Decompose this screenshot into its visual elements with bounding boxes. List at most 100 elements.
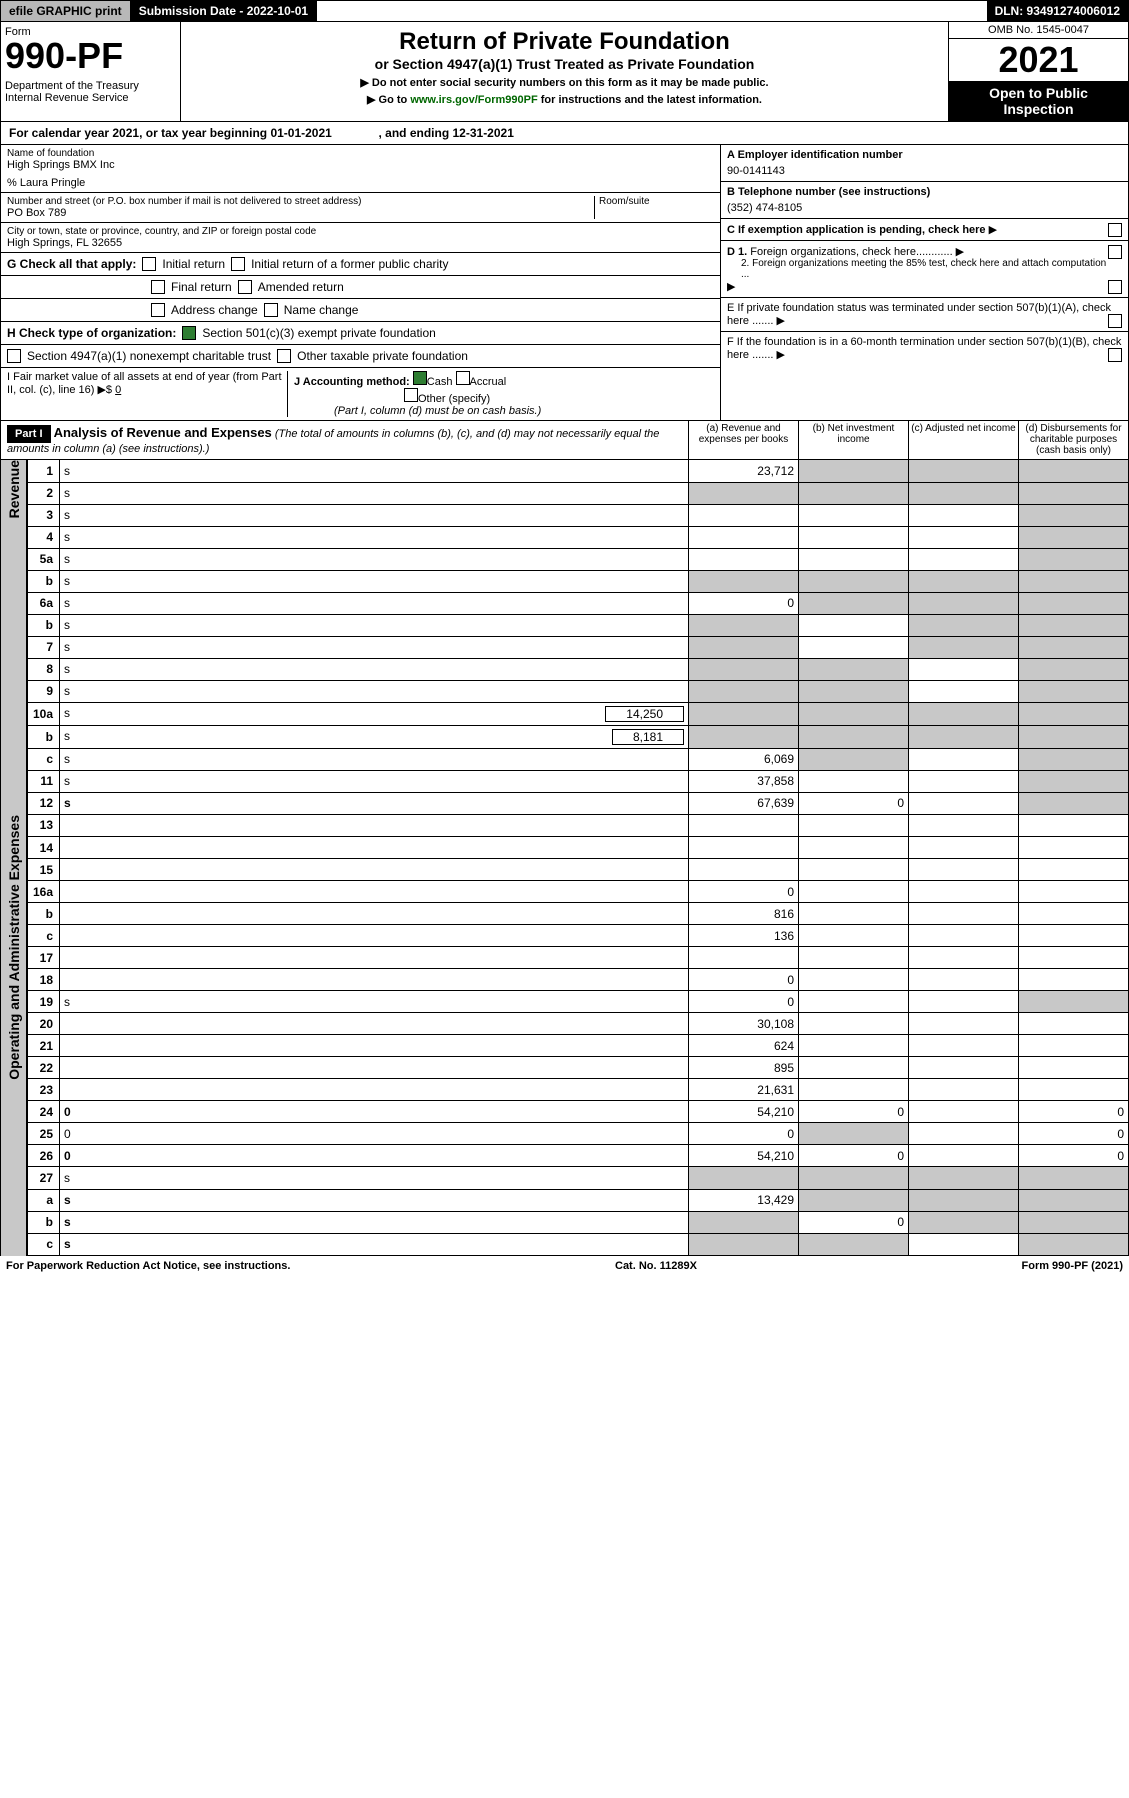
table-row: 13 bbox=[28, 815, 1129, 837]
ein-label: A Employer identification number bbox=[727, 149, 903, 161]
table-row: 2030,108 bbox=[28, 1013, 1129, 1035]
footer-right: Form 990-PF (2021) bbox=[1022, 1260, 1123, 1272]
note-1: ▶ Do not enter social security numbers o… bbox=[187, 76, 942, 89]
table-row: 4s bbox=[28, 526, 1129, 548]
instructions-link[interactable]: www.irs.gov/Form990PF bbox=[410, 94, 537, 106]
form-subtitle: or Section 4947(a)(1) Trust Treated as P… bbox=[187, 56, 942, 72]
table-row: 7s bbox=[28, 636, 1129, 658]
table-row: 16a0 bbox=[28, 881, 1129, 903]
table-row: bs bbox=[28, 570, 1129, 592]
revenue-section: Revenue 1s23,7122s3s4s5asbs6as0bs7s8s9s1… bbox=[0, 460, 1129, 815]
top-bar: efile GRAPHIC print Submission Date - 20… bbox=[0, 0, 1129, 22]
footer-mid: Cat. No. 11289X bbox=[615, 1260, 697, 1272]
efile-label: efile GRAPHIC print bbox=[1, 1, 131, 21]
table-row: 2321,631 bbox=[28, 1079, 1129, 1101]
form-number: 990-PF bbox=[5, 38, 176, 74]
amended-return-checkbox[interactable] bbox=[238, 280, 252, 294]
table-row: 180 bbox=[28, 969, 1129, 991]
city-label: City or town, state or province, country… bbox=[7, 226, 714, 237]
table-row: 19s0 bbox=[28, 991, 1129, 1013]
table-row: b816 bbox=[28, 903, 1129, 925]
accrual-checkbox[interactable] bbox=[456, 371, 470, 385]
table-row: 12s67,6390 bbox=[28, 792, 1129, 814]
section-d2: 2. Foreign organizations meeting the 85%… bbox=[727, 258, 1122, 280]
table-row: 5as bbox=[28, 548, 1129, 570]
section-d1: D 1. D 1. Foreign organizations, check h… bbox=[727, 245, 1122, 258]
name-label: Name of foundation bbox=[7, 148, 714, 159]
table-row: bs bbox=[28, 614, 1129, 636]
address: PO Box 789 bbox=[7, 207, 594, 219]
room-label: Room/suite bbox=[599, 196, 714, 207]
4947-checkbox[interactable] bbox=[7, 349, 21, 363]
table-row: 8s bbox=[28, 658, 1129, 680]
table-row: 1s23,712 bbox=[28, 460, 1129, 482]
table-row: 2s bbox=[28, 482, 1129, 504]
section-i: I Fair market value of all assets at end… bbox=[7, 371, 287, 417]
table-row: 3s bbox=[28, 504, 1129, 526]
dln: DLN: 93491274006012 bbox=[987, 1, 1128, 21]
table-row: 14 bbox=[28, 837, 1129, 859]
table-row: bs 8,181 bbox=[28, 725, 1129, 748]
exemption-pending-checkbox[interactable] bbox=[1108, 223, 1122, 237]
tax-year: 2021 bbox=[949, 39, 1128, 81]
ein: 90-0141143 bbox=[727, 165, 1122, 177]
revenue-tab: Revenue bbox=[6, 460, 22, 518]
table-row: 27s bbox=[28, 1167, 1129, 1189]
part1-label: Part I bbox=[7, 425, 51, 443]
final-return-checkbox[interactable] bbox=[151, 280, 165, 294]
revenue-table: 1s23,7122s3s4s5asbs6as0bs7s8s9s10as 14,2… bbox=[27, 460, 1129, 815]
col-a-header: (a) Revenue and expenses per books bbox=[688, 421, 798, 459]
table-row: 17 bbox=[28, 947, 1129, 969]
calendar-year-line: For calendar year 2021, or tax year begi… bbox=[0, 122, 1129, 145]
expenses-section: Operating and Administrative Expenses 13… bbox=[0, 815, 1129, 1168]
phone: (352) 474-8105 bbox=[727, 202, 1122, 214]
table-row: 25000 bbox=[28, 1123, 1129, 1145]
form-header: Form 990-PF Department of the Treasury I… bbox=[0, 22, 1129, 122]
address-change-checkbox[interactable] bbox=[151, 303, 165, 317]
foreign-org-checkbox[interactable] bbox=[1108, 245, 1122, 259]
section-g: G Check all that apply: Initial return I… bbox=[1, 253, 720, 276]
section-f: F If the foundation is in a 60-month ter… bbox=[727, 336, 1121, 361]
table-row: as13,429 bbox=[28, 1189, 1129, 1211]
cash-checkbox[interactable] bbox=[413, 371, 427, 385]
terminated-checkbox[interactable] bbox=[1108, 314, 1122, 328]
foundation-name: High Springs BMX Inc bbox=[7, 159, 714, 171]
part1-title: Analysis of Revenue and Expenses bbox=[54, 425, 272, 440]
table-row: 10as 14,250 bbox=[28, 702, 1129, 725]
footer-left: For Paperwork Reduction Act Notice, see … bbox=[6, 1260, 290, 1272]
dept: Department of the Treasury Internal Reve… bbox=[5, 80, 176, 104]
expenses-table: 13141516a0b816c1361718019s02030,10821624… bbox=[27, 815, 1129, 1168]
part1-header-row: Part I Analysis of Revenue and Expenses … bbox=[0, 421, 1129, 460]
open-public: Open to Public Inspection bbox=[949, 81, 1128, 121]
table-row: cs6,069 bbox=[28, 748, 1129, 770]
col-b-header: (b) Net investment income bbox=[798, 421, 908, 459]
other-taxable-checkbox[interactable] bbox=[277, 349, 291, 363]
table-row: 9s bbox=[28, 680, 1129, 702]
col-c-header: (c) Adjusted net income bbox=[908, 421, 1018, 459]
initial-former-checkbox[interactable] bbox=[231, 257, 245, 271]
bottom-table: 27sas13,429bs0cs bbox=[27, 1167, 1129, 1256]
initial-return-checkbox[interactable] bbox=[142, 257, 156, 271]
60month-checkbox[interactable] bbox=[1108, 348, 1122, 362]
table-row: 21624 bbox=[28, 1035, 1129, 1057]
table-row: cs bbox=[28, 1233, 1129, 1255]
section-c: C If exemption application is pending, c… bbox=[727, 224, 986, 236]
501c3-checkbox[interactable] bbox=[182, 326, 196, 340]
table-row: 22895 bbox=[28, 1057, 1129, 1079]
table-row: 11s37,858 bbox=[28, 770, 1129, 792]
care-of: % Laura Pringle bbox=[7, 177, 714, 189]
phone-label: B Telephone number (see instructions) bbox=[727, 186, 930, 198]
85pct-checkbox[interactable] bbox=[1108, 280, 1122, 294]
table-row: c136 bbox=[28, 925, 1129, 947]
table-row: 26054,21000 bbox=[28, 1145, 1129, 1167]
form-title: Return of Private Foundation bbox=[187, 28, 942, 56]
city: High Springs, FL 32655 bbox=[7, 237, 714, 249]
other-method-checkbox[interactable] bbox=[404, 388, 418, 402]
col-d-header: (d) Disbursements for charitable purpose… bbox=[1018, 421, 1128, 459]
footer: For Paperwork Reduction Act Notice, see … bbox=[0, 1256, 1129, 1276]
name-change-checkbox[interactable] bbox=[264, 303, 278, 317]
table-row: bs0 bbox=[28, 1211, 1129, 1233]
table-row: 6as0 bbox=[28, 592, 1129, 614]
identity-block: Name of foundation High Springs BMX Inc … bbox=[0, 145, 1129, 421]
section-e: E If private foundation status was termi… bbox=[727, 302, 1111, 327]
